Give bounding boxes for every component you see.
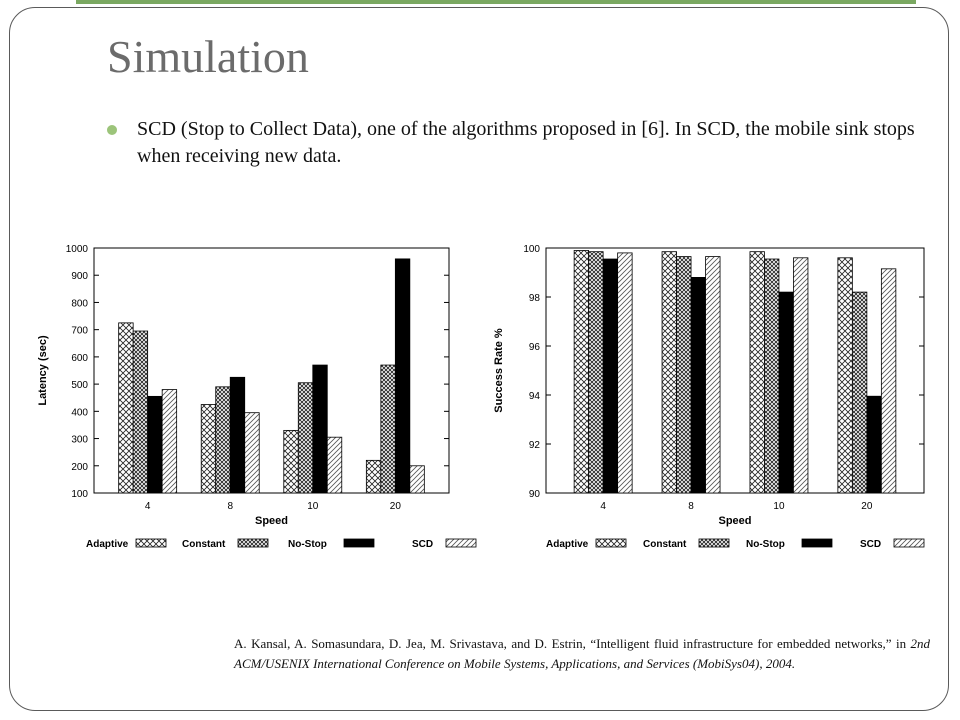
legend-label-no-stop: No-Stop (746, 539, 785, 550)
bar-adaptive-4 (118, 322, 134, 494)
bar-scd-10 (793, 257, 809, 494)
x-tick-label: 4 (145, 501, 151, 512)
y-tick-label: 92 (529, 440, 541, 451)
y-tick-label: 600 (71, 353, 88, 364)
x-axis-label: Speed (718, 515, 751, 527)
bar-scd-20 (880, 268, 897, 494)
x-tick-label: 20 (390, 501, 402, 512)
bar-constant-10 (764, 258, 780, 494)
slide-frame (9, 7, 949, 711)
bar-constant-8 (676, 256, 692, 494)
bar-adaptive-4 (573, 250, 590, 494)
x-tick-label: 20 (861, 501, 873, 512)
legend-label-constant: Constant (643, 539, 687, 550)
y-axis-label: Latency (sec) (37, 335, 49, 406)
bar-no-stop-20 (866, 395, 882, 494)
x-tick-label: 8 (227, 501, 233, 512)
bar-constant-4 (588, 251, 604, 494)
reference-venue: 2nd ACM/USENIX International Conference … (234, 636, 930, 671)
y-tick-label: 800 (71, 298, 88, 309)
bar-scd-8 (244, 412, 260, 494)
bar-scd-20 (409, 465, 425, 494)
bar-adaptive-10 (283, 429, 299, 494)
bar-no-stop-8 (690, 277, 706, 494)
y-tick-label: 900 (71, 271, 88, 282)
y-tick-label: 200 (71, 462, 88, 473)
legend-label-adaptive: Adaptive (86, 539, 129, 550)
bar-constant-10 (297, 382, 314, 494)
x-tick-label: 8 (688, 501, 694, 512)
bar-scd-8 (705, 256, 721, 494)
legend-swatch-scd (893, 538, 925, 548)
bullet-text: SCD (Stop to Collect Data), one of the a… (137, 118, 915, 167)
x-tick-label: 10 (773, 501, 785, 512)
legend-swatch-constant (698, 538, 730, 548)
bar-constant-20 (851, 291, 868, 494)
y-tick-label: 90 (529, 489, 541, 500)
bar-no-stop-8 (229, 376, 246, 494)
plot-area (545, 247, 925, 494)
legend-swatch-no-stop (801, 538, 833, 548)
bar-no-stop-4 (147, 395, 163, 494)
bar-constant-20 (380, 364, 396, 494)
bar-constant-4 (132, 330, 149, 494)
x-tick-label: 4 (600, 501, 606, 512)
y-tick-label: 400 (71, 407, 88, 418)
x-tick-label: 10 (307, 501, 319, 512)
y-tick-label: 100 (523, 244, 540, 255)
top-accent-bar (76, 0, 916, 4)
bar-adaptive-20 (837, 257, 853, 494)
bar-adaptive-8 (200, 404, 217, 494)
bar-scd-10 (326, 436, 343, 494)
bullet-dot-icon (107, 125, 117, 135)
reference-citation: A. Kansal, A. Somasundara, D. Jea, M. Sr… (234, 634, 930, 674)
reference-authors-title: A. Kansal, A. Somasundara, D. Jea, M. Sr… (234, 636, 911, 651)
y-axis-label: Success Rate % (493, 328, 505, 413)
success-rate-chart: 90 92 94 96 98 100 4 8 10 20 Speed Success Rate % Ad… (488, 238, 940, 568)
legend-swatch-adaptive (135, 538, 167, 548)
bar-no-stop-10 (778, 291, 794, 494)
legend-label-adaptive: Adaptive (546, 539, 589, 550)
legend-swatch-scd (445, 538, 477, 548)
x-axis-label: Speed (255, 515, 288, 527)
y-tick-label: 100 (71, 489, 88, 500)
slide-title: Simulation (107, 31, 309, 82)
bar-adaptive-10 (749, 251, 765, 494)
y-tick-label: 96 (529, 342, 541, 353)
legend-label-constant: Constant (182, 539, 226, 550)
latency-chart: 100 200 300 400 500 600 700 800 900 1000 4 8 10 20 Spe… (30, 238, 482, 568)
legend-swatch-adaptive (595, 538, 627, 548)
y-tick-label: 94 (529, 391, 541, 402)
legend-label-scd: SCD (860, 539, 881, 550)
y-tick-label: 500 (71, 380, 88, 391)
y-tick-label: 1000 (66, 244, 89, 255)
bar-constant-8 (215, 386, 231, 494)
legend-label-no-stop: No-Stop (288, 539, 327, 550)
bar-scd-4 (617, 252, 633, 494)
bar-adaptive-20 (365, 459, 382, 494)
legend-swatch-constant (237, 538, 269, 548)
plot-area (93, 247, 450, 494)
bar-no-stop-20 (394, 258, 411, 494)
y-tick-label: 300 (71, 435, 88, 446)
legend-label-scd: SCD (412, 539, 433, 550)
bar-scd-4 (161, 389, 178, 494)
y-tick-label: 700 (71, 326, 88, 337)
bar-no-stop-10 (312, 364, 328, 494)
legend-swatch-no-stop (343, 538, 375, 548)
bar-adaptive-8 (661, 251, 677, 494)
y-tick-label: 98 (529, 293, 541, 304)
bar-no-stop-4 (602, 258, 619, 494)
